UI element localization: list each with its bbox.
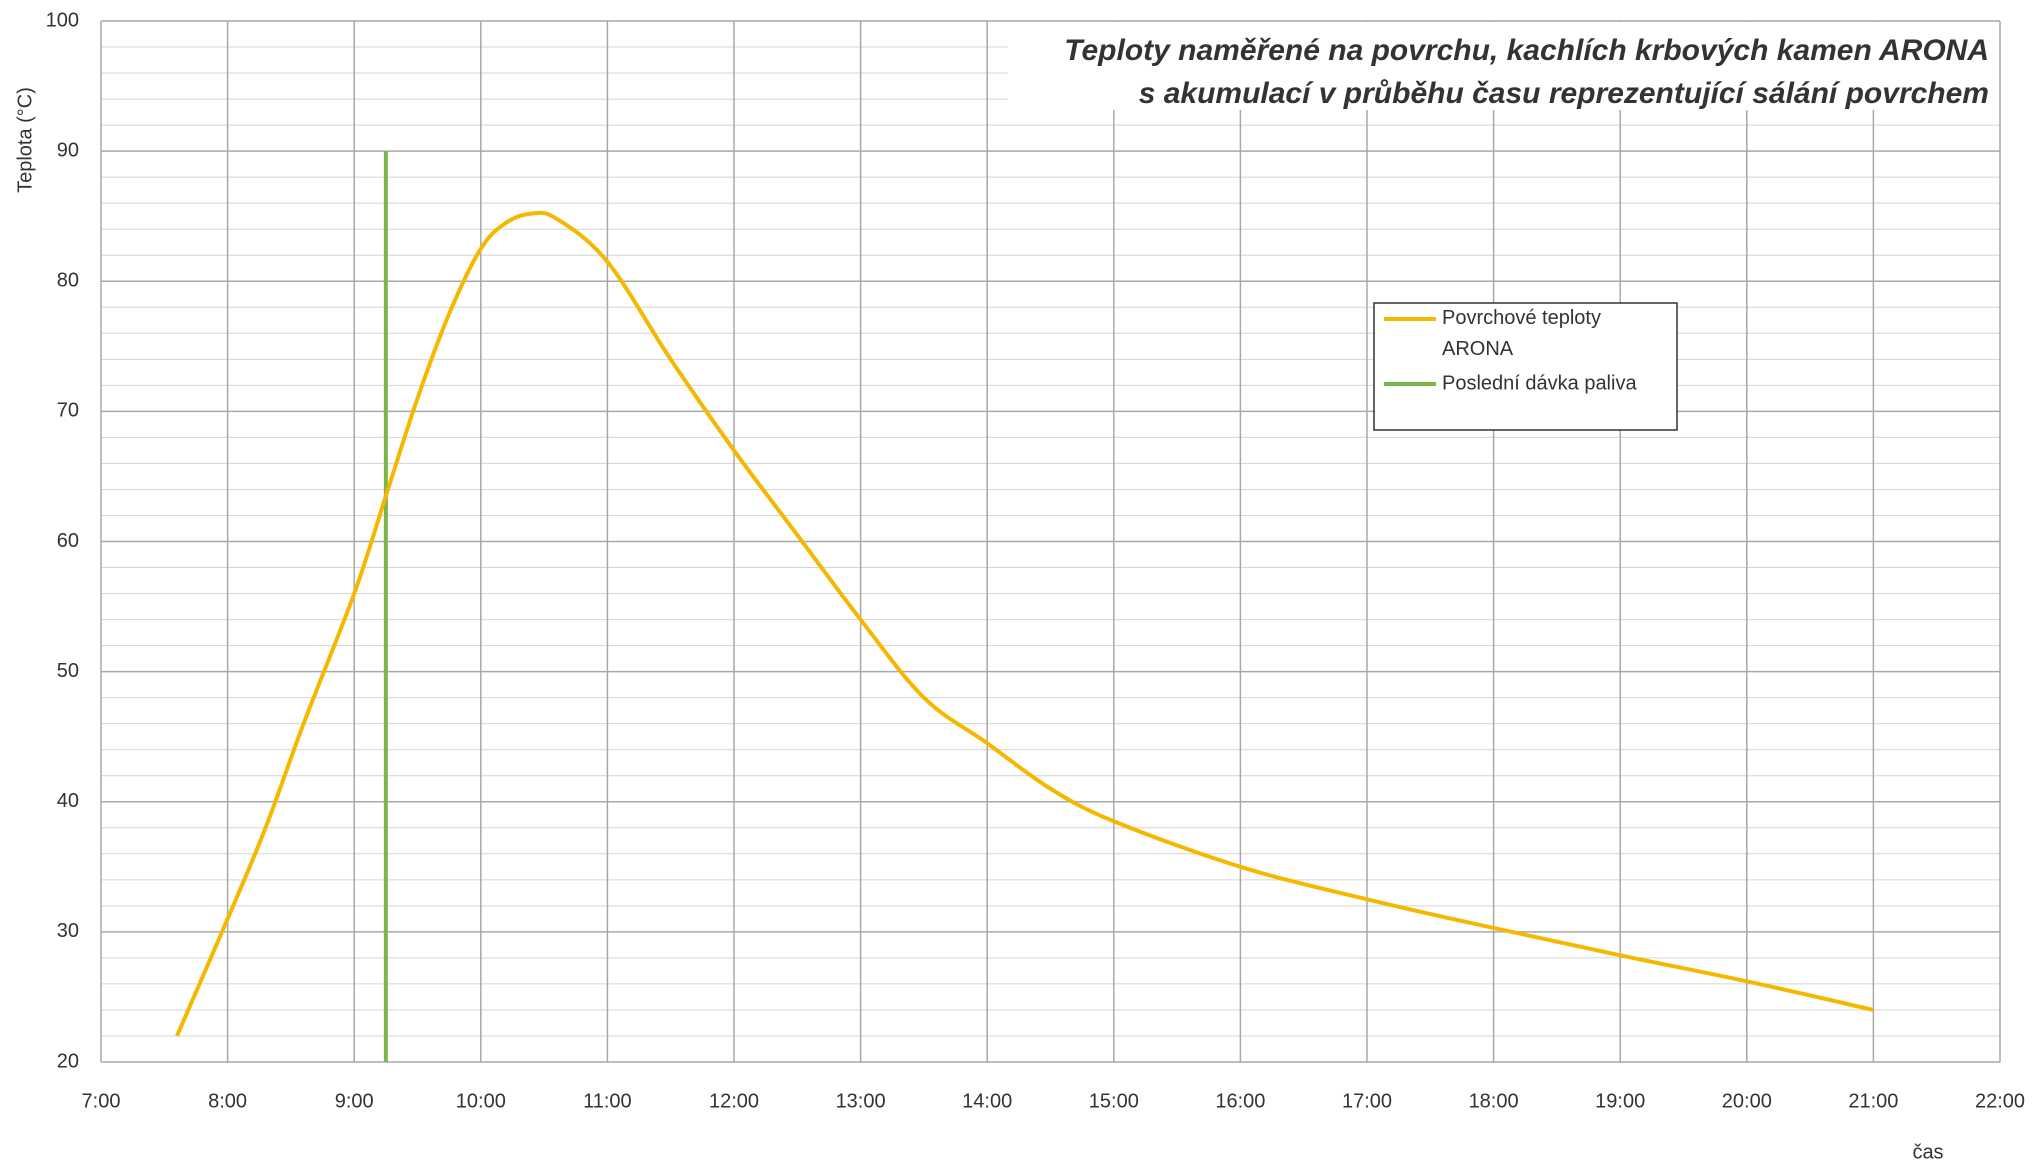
y-tick-label: 20 [57,1050,79,1072]
y-tick-label: 60 [57,530,79,552]
x-tick-label: 8:00 [208,1090,247,1112]
x-tick-label: 18:00 [1469,1090,1519,1112]
y-tick-label: 90 [57,139,79,161]
x-tick-label: 11:00 [583,1090,632,1112]
x-tick-label: 10:00 [456,1090,506,1112]
x-tick-label: 15:00 [1089,1090,1139,1112]
x-tick-label: 12:00 [709,1090,759,1112]
plot [175,151,1874,1062]
y-tick-label: 100 [46,9,79,31]
legend-label: Povrchové teploty ARONA [1442,307,1601,360]
x-tick-label: 21:00 [1848,1090,1898,1112]
series-line [175,210,1874,1037]
x-tick-label: 7:00 [82,1090,121,1112]
y-axis-label: Teplota (°C) [14,87,36,193]
y-tick-label: 40 [57,790,79,812]
y-tick-label: 70 [57,400,79,422]
title-background [1008,22,1999,110]
x-tick-label: 13:00 [836,1090,886,1112]
x-tick-label: 20:00 [1722,1090,1772,1112]
legend-box [1373,302,1678,431]
chart-title: Teploty naměřené na povrchu, kachlích kr… [1064,34,1989,67]
grid: 20 30 40 50 60 70 80 90 100 7:00 8:00 9:00 10:00 11:0… [46,9,2025,1112]
y-tick-label: 30 [57,920,79,942]
legend: Povrchové teploty ARONA Poslední dávka pal… [1384,307,1637,394]
x-tick-label: 17:00 [1342,1090,1392,1112]
chart-subtitle: s akumulací v průběhu času reprezentujíc… [1139,77,1989,110]
x-tick-label: 16:00 [1215,1090,1265,1112]
y-tick-label: 50 [57,660,79,682]
x-tick-label: 19:00 [1595,1090,1645,1112]
x-tick-label: 22:00 [1975,1090,2025,1112]
x-tick-label: 14:00 [962,1090,1012,1112]
x-axis-label: čas [1912,1141,1943,1163]
x-tick-label: 9:00 [335,1090,374,1112]
legend-label: Poslední dávka paliva [1442,372,1637,394]
y-tick-label: 80 [57,270,79,292]
